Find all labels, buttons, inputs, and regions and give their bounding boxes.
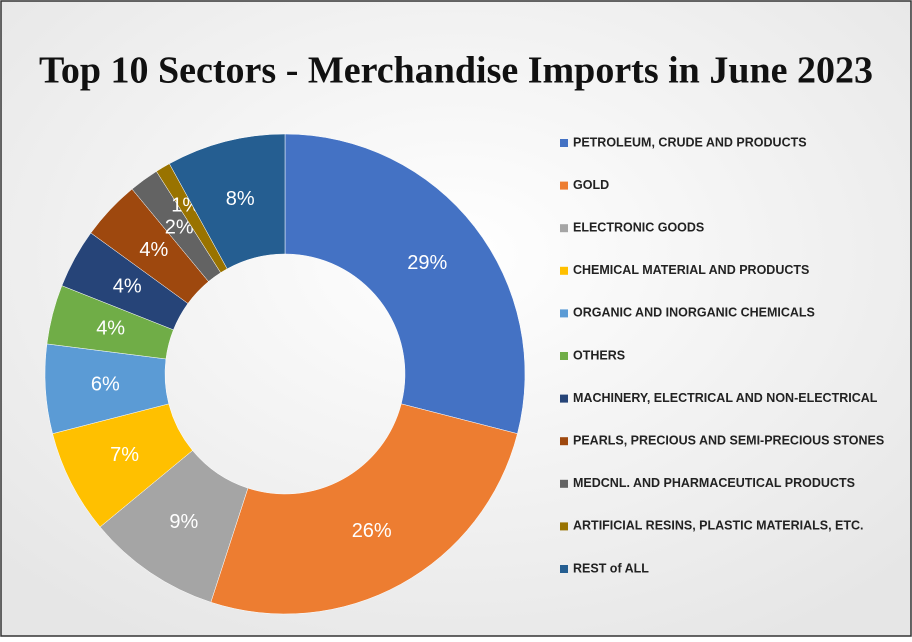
value-label: 4% (96, 318, 125, 340)
value-label: 8% (226, 188, 255, 210)
legend-label: PETROLEUM, CRUDE AND PRODUCTS (573, 135, 807, 149)
legend-label: ELECTRONIC GOODS (573, 220, 704, 234)
legend-label: MACHINERY, ELECTRICAL AND NON-ELECTRICAL (573, 391, 878, 405)
slice (210, 403, 518, 615)
value-label: 6% (91, 374, 120, 396)
legend-label: REST of ALL (573, 561, 649, 575)
legend-swatch (560, 181, 568, 190)
legend-label: MEDCNL. AND PHARMACEUTICAL PRODUCTS (573, 476, 855, 490)
legend-swatch (560, 565, 568, 573)
legend-swatch (560, 522, 568, 531)
legend-swatch (560, 352, 568, 360)
value-label: 26% (352, 520, 392, 542)
legend-swatch (560, 139, 568, 147)
value-label: 2% (165, 217, 194, 239)
legend-label: ARTIFICIAL RESINS, PLASTIC MATERIALS, ET… (573, 519, 864, 533)
legend-label: CHEMICAL MATERIAL AND PRODUCTS (573, 263, 809, 277)
legend-label: ORGANIC AND INORGANIC CHEMICALS (573, 306, 815, 320)
value-label: 9% (169, 511, 198, 533)
legend-label: PEARLS, PRECIOUS AND SEMI-PRECIOUS STONE… (573, 433, 884, 447)
legend-swatch (560, 394, 568, 403)
slice (169, 133, 286, 270)
legend-swatch (560, 266, 568, 275)
value-label: 4% (113, 276, 142, 298)
value-label: 4% (139, 239, 168, 261)
legend-swatch (560, 224, 568, 233)
value-label: 7% (110, 444, 139, 466)
value-label: 29% (407, 252, 447, 274)
legend-label: GOLD (573, 178, 609, 192)
chart-title: Top 10 Sectors - Merchandise Imports in … (39, 50, 873, 92)
legend-label: OTHERS (573, 348, 625, 362)
legend-swatch (560, 309, 568, 318)
slice (284, 133, 526, 434)
legend-swatch (560, 479, 568, 488)
legend-swatch (560, 437, 568, 446)
